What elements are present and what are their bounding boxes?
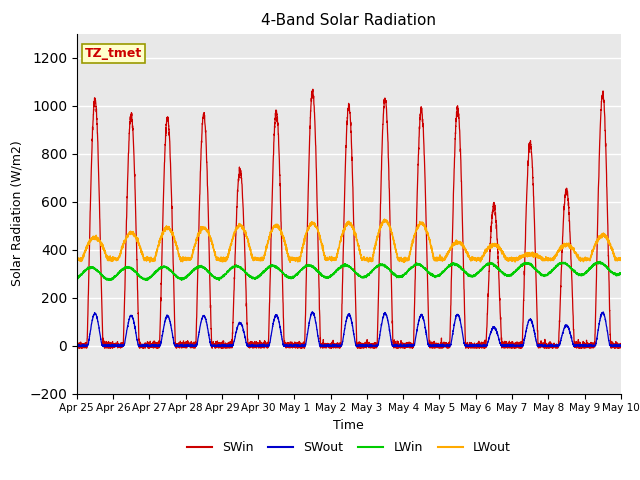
LWout: [616, 257, 624, 263]
LWin: [329, 271, 337, 277]
SWin: [171, 319, 179, 325]
Title: 4-Band Solar Radiation: 4-Band Solar Radiation: [261, 13, 436, 28]
LWin: [616, 271, 624, 277]
Line: SWin: SWin: [77, 89, 621, 348]
SWout: [441, 343, 449, 348]
SWin: [75, 345, 83, 351]
SWout: [329, 343, 337, 349]
SWin: [502, 345, 509, 351]
LWin: [502, 271, 509, 277]
LWout: [328, 257, 336, 263]
LWout: [400, 260, 408, 265]
Y-axis label: Solar Radiation (W/m2): Solar Radiation (W/m2): [11, 141, 24, 287]
LWout: [617, 256, 625, 262]
SWin: [309, 86, 317, 92]
SWout: [73, 343, 81, 348]
SWout: [308, 309, 316, 315]
SWin: [329, 345, 337, 350]
SWout: [502, 343, 509, 349]
LWin: [171, 271, 179, 276]
LWin: [73, 275, 81, 280]
LWin: [215, 277, 223, 283]
SWout: [471, 343, 479, 348]
SWout: [616, 343, 624, 349]
Line: LWout: LWout: [77, 219, 621, 263]
LWout: [502, 254, 509, 260]
Line: SWout: SWout: [77, 312, 621, 346]
SWout: [617, 343, 625, 349]
LWout: [381, 216, 388, 222]
Line: LWin: LWin: [77, 262, 621, 280]
SWout: [75, 343, 83, 349]
LWout: [441, 257, 449, 263]
SWin: [441, 341, 449, 347]
Legend: SWin, SWout, LWin, LWout: SWin, SWout, LWin, LWout: [182, 436, 516, 459]
LWout: [171, 236, 179, 241]
SWout: [171, 343, 179, 349]
SWin: [73, 342, 81, 348]
LWout: [73, 255, 81, 261]
LWin: [441, 267, 449, 273]
X-axis label: Time: Time: [333, 419, 364, 432]
LWin: [596, 259, 604, 264]
LWin: [471, 273, 479, 279]
SWin: [471, 344, 479, 349]
LWin: [617, 271, 625, 277]
SWin: [616, 341, 624, 347]
SWin: [617, 343, 625, 349]
Text: TZ_tmet: TZ_tmet: [85, 47, 142, 60]
LWout: [471, 255, 479, 261]
